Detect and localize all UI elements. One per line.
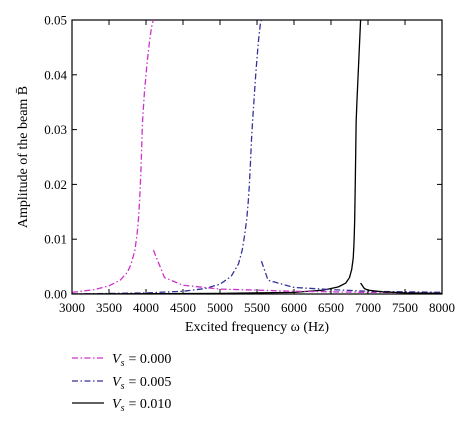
x-tick-label: 3000 — [59, 300, 85, 315]
y-tick-label: 0.01 — [44, 232, 67, 247]
legend-label-vs-0005: Vs = 0.005 — [112, 375, 171, 392]
x-axis-ticks: 3000 3500 4000 4500 5000 5500 6000 6500 7000 7500… — [59, 20, 455, 315]
series-line-0 — [72, 20, 155, 294]
legend: Vs = 0.000 Vs = 0.005 Vs = 0.010 — [72, 352, 171, 414]
legend-item-vs-0000: Vs = 0.000 — [72, 352, 171, 369]
series-layer — [72, 20, 442, 294]
x-tick-label: 7500 — [392, 300, 418, 315]
x-tick-label: 8000 — [429, 300, 455, 315]
series-line-5 — [360, 282, 442, 294]
y-axis-ticks: 0.00 0.01 0.02 0.03 0.04 0.05 — [44, 13, 442, 302]
x-tick-label: 6000 — [281, 300, 307, 315]
x-axis-title: Excited frequency ω (Hz) — [185, 320, 329, 335]
y-tick-label: 0.00 — [44, 287, 67, 302]
legend-item-vs-0005: Vs = 0.005 — [72, 375, 171, 392]
y-tick-label: 0.03 — [44, 122, 67, 137]
x-tick-label: 4500 — [170, 300, 196, 315]
x-tick-label: 4000 — [133, 300, 159, 315]
x-tick-label: 5000 — [207, 300, 233, 315]
x-tick-label: 7000 — [355, 300, 381, 315]
legend-item-vs-0010: Vs = 0.010 — [72, 397, 171, 414]
x-tick-label: 5500 — [244, 300, 270, 315]
legend-label-vs-0010: Vs = 0.010 — [112, 397, 171, 414]
series-line-1 — [72, 20, 263, 294]
y-axis-title: Amplitude of the beam B̄ — [15, 86, 31, 228]
y-tick-label: 0.02 — [44, 177, 67, 192]
legend-label-vs-0000: Vs = 0.000 — [112, 352, 171, 369]
x-tick-label: 6500 — [318, 300, 344, 315]
y-tick-label: 0.05 — [44, 13, 67, 28]
y-tick-label: 0.04 — [44, 67, 67, 82]
x-tick-label: 3500 — [96, 300, 122, 315]
